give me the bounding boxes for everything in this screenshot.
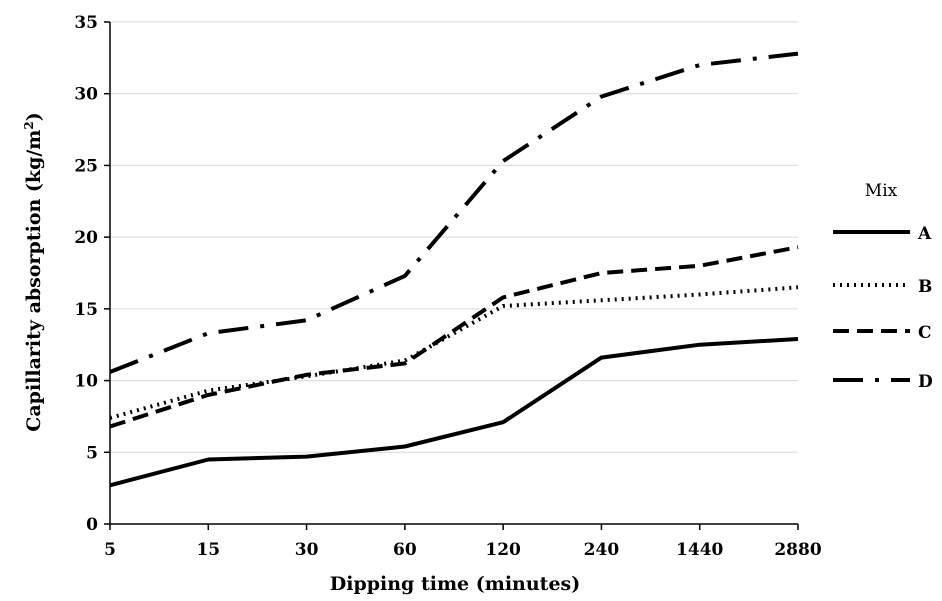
x-tick-label: 15 xyxy=(196,540,220,560)
y-axis-title: Capillarity absorption (kg/m2) xyxy=(22,112,45,432)
series-line-c xyxy=(109,245,799,429)
legend: Mix A B C D xyxy=(833,181,933,392)
y-tick-label: 5 xyxy=(86,443,98,463)
grid-lines xyxy=(110,21,798,453)
legend-label-b: B xyxy=(918,277,932,297)
legend-label-c: C xyxy=(918,323,932,343)
y-tick-label: 10 xyxy=(74,372,98,392)
x-tick-label: 5 xyxy=(104,540,116,560)
legend-label-a: A xyxy=(917,224,932,244)
y-tick-label: 30 xyxy=(74,85,98,105)
series-lines xyxy=(109,51,799,488)
axes xyxy=(109,22,798,525)
y-tick-label: 35 xyxy=(74,13,98,33)
x-tick-label: 240 xyxy=(584,540,620,560)
y-tick-label: 25 xyxy=(74,156,98,176)
x-axis-title: Dipping time (minutes) xyxy=(330,573,581,595)
y-axis-ticks: 0 5 10 15 20 25 30 35 xyxy=(74,13,110,535)
y-axis-title-main: Capillarity absorption (kg/m xyxy=(23,130,45,432)
x-axis-ticks: 5 15 30 60 120 240 1440 2880 xyxy=(104,524,822,560)
x-tick-label: 1440 xyxy=(676,540,723,560)
x-tick-label: 2880 xyxy=(774,540,821,560)
y-axis-title-sup: 2 xyxy=(22,121,36,129)
y-tick-label: 0 xyxy=(86,515,98,535)
y-tick-label: 20 xyxy=(74,228,98,248)
legend-label-d: D xyxy=(918,372,933,392)
x-tick-label: 30 xyxy=(295,540,319,560)
y-axis-title-close: ) xyxy=(23,112,45,121)
series-line-b xyxy=(109,285,799,420)
series-line-d xyxy=(109,51,799,374)
series-line-a xyxy=(109,337,799,488)
y-tick-label: 15 xyxy=(74,300,98,320)
legend-title: Mix xyxy=(865,181,898,201)
x-tick-label: 120 xyxy=(485,540,521,560)
x-tick-label: 60 xyxy=(393,540,417,560)
